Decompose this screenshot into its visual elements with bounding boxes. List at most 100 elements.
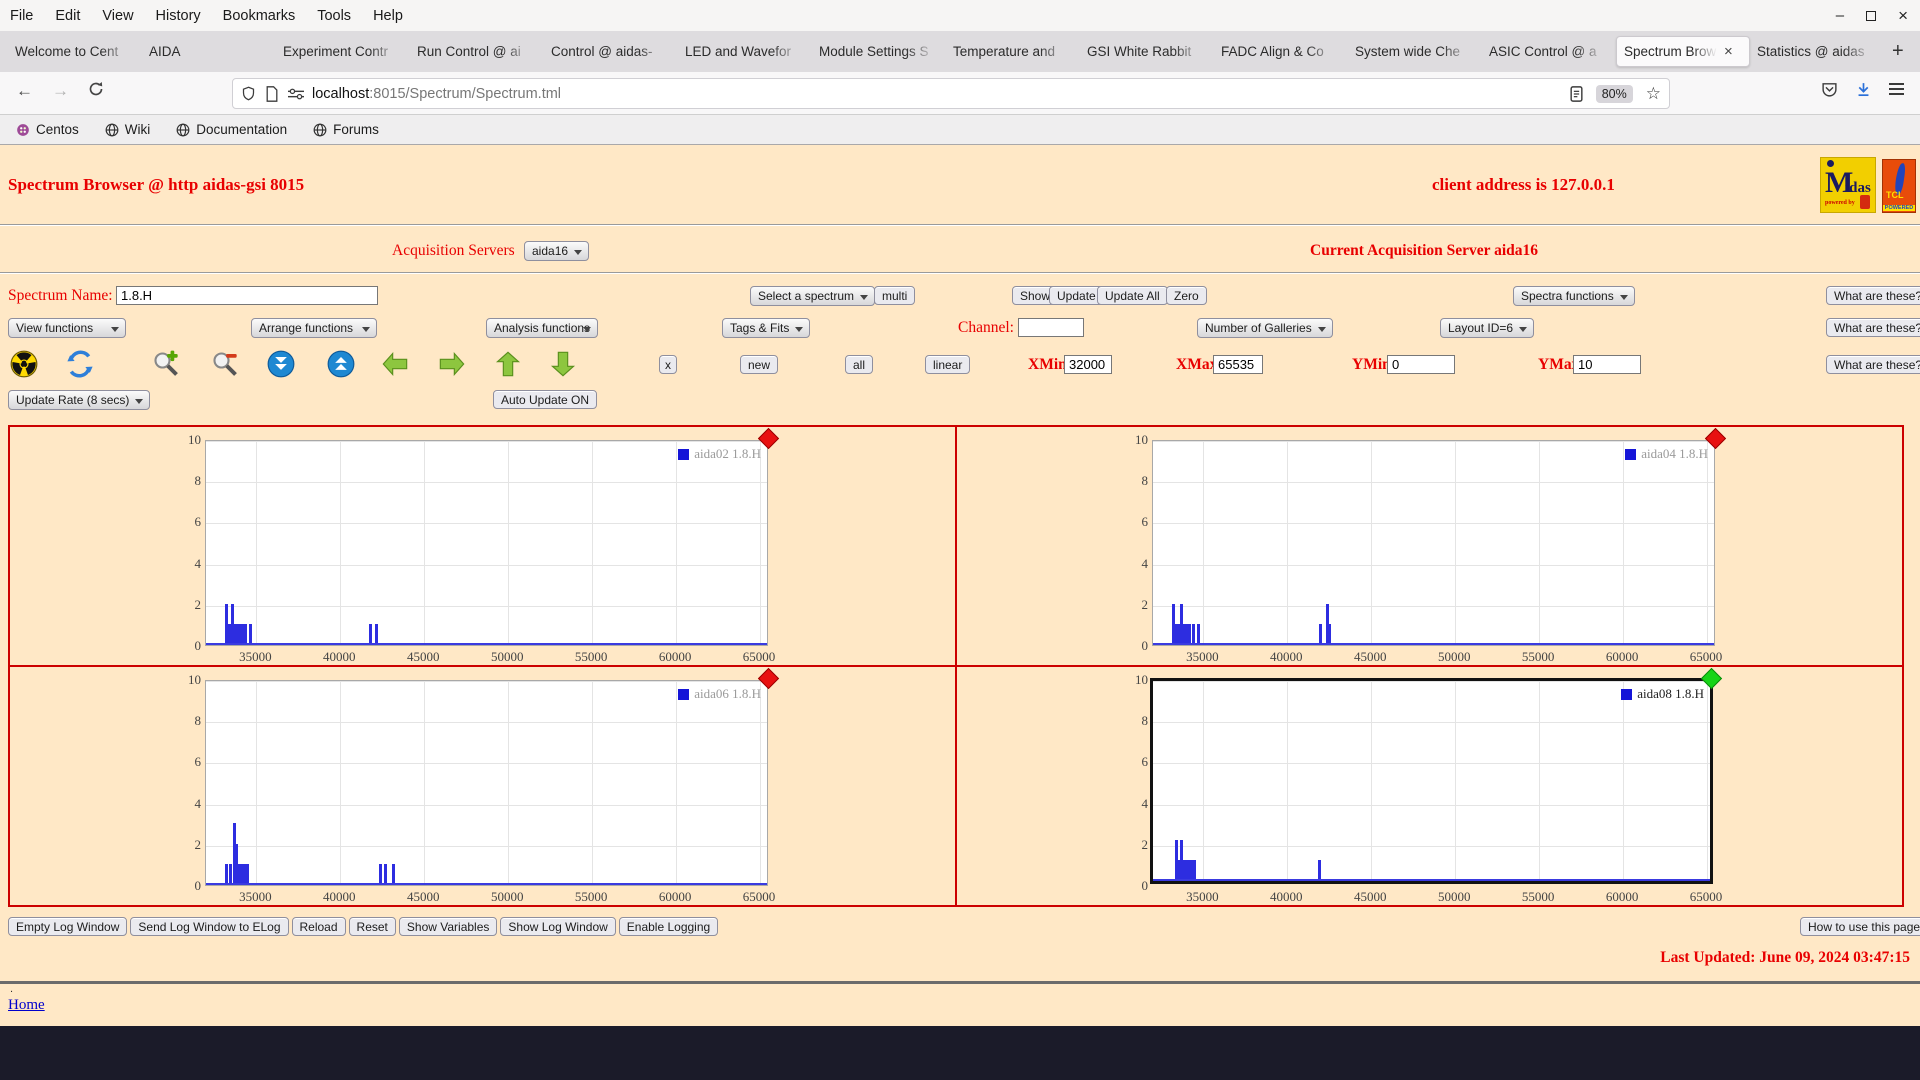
what-are-these-button[interactable]: What are these? xyxy=(1826,286,1920,305)
radiation-icon[interactable] xyxy=(10,350,38,378)
x-button[interactable]: x xyxy=(659,355,677,374)
menu-tools[interactable]: Tools xyxy=(317,7,352,24)
ymax-input[interactable] xyxy=(1573,355,1641,374)
zoom-out-icon[interactable] xyxy=(211,350,239,378)
pocket-icon[interactable] xyxy=(1821,81,1838,98)
tab-asic-control-a[interactable]: ASIC Control @ a xyxy=(1482,36,1616,67)
zoom-level-badge[interactable]: 80% xyxy=(1595,84,1633,103)
what-are-these-button[interactable]: What are these? xyxy=(1826,318,1920,337)
update-button[interactable]: Update xyxy=(1049,286,1104,305)
arrow-up-icon[interactable] xyxy=(494,350,522,378)
new-button[interactable]: new xyxy=(740,355,779,374)
tab-fadc-align-co[interactable]: FADC Align & Co xyxy=(1214,36,1348,67)
scroll-down-icon[interactable] xyxy=(267,350,295,378)
tab-system-wide-che[interactable]: System wide Che xyxy=(1348,36,1482,67)
reset-button[interactable]: Reset xyxy=(348,917,396,936)
enable-logging-button[interactable]: Enable Logging xyxy=(618,917,719,936)
download-icon[interactable] xyxy=(1855,81,1872,98)
update-rate-dropdown[interactable]: Update Rate (8 secs) xyxy=(8,390,151,410)
linear-button[interactable]: linear xyxy=(925,355,971,374)
tab-aida[interactable]: AIDA xyxy=(142,36,276,67)
xmin-input[interactable] xyxy=(1064,355,1112,374)
url-bar[interactable]: localhost:8015/Spectrum/Spectrum.tml 80%… xyxy=(232,78,1670,109)
reader-view-icon[interactable] xyxy=(1570,85,1583,102)
spectrum-panel-aida08[interactable]: 35000 40000 45000 50000 55000 60000 65000 0 2 4 6 8… xyxy=(956,666,1903,906)
multi-button[interactable]: multi xyxy=(874,286,916,305)
zoom-in-icon[interactable] xyxy=(152,350,180,378)
what-are-these-button[interactable]: What are these? xyxy=(1826,355,1920,374)
tab-led-and-wavefor[interactable]: LED and Wavefor xyxy=(678,36,812,67)
menu-help[interactable]: Help xyxy=(373,7,403,24)
send-log-window-to-elog-button[interactable]: Send Log Window to ELog xyxy=(130,917,289,936)
arrow-down-icon[interactable] xyxy=(549,350,577,378)
channel-input[interactable] xyxy=(1018,318,1084,337)
how-to-use-button[interactable]: How to use this page xyxy=(1800,917,1920,936)
tab-control-aidas-[interactable]: Control @ aidas- xyxy=(544,36,678,67)
zero-button[interactable]: Zero xyxy=(1166,286,1207,305)
tab-gsi-white-rabbit[interactable]: GSI White Rabbit xyxy=(1080,36,1214,67)
show-button[interactable]: Show xyxy=(1012,286,1059,305)
maximize-button-icon[interactable] xyxy=(1866,10,1877,21)
spectrum-panel-aida04[interactable]: 35000 40000 45000 50000 55000 60000 65000 0 2 4 6 8… xyxy=(956,426,1903,666)
close-button-icon[interactable]: × xyxy=(1898,5,1908,25)
empty-log-window-button[interactable]: Empty Log Window xyxy=(8,917,128,936)
menu-bookmarks[interactable]: Bookmarks xyxy=(222,7,296,24)
auto-update-button[interactable]: Auto Update ON xyxy=(493,390,598,409)
spectrum-plot-aida08[interactable]: aida08 1.8.H xyxy=(1150,667,1723,884)
tab-module-settings-s[interactable]: Module Settings S xyxy=(812,36,946,67)
spectrum-name-input[interactable] xyxy=(116,286,378,305)
bookmark-wiki[interactable]: Wiki xyxy=(105,122,150,137)
ymin-input[interactable] xyxy=(1387,355,1455,374)
reload-icon[interactable] xyxy=(88,81,104,102)
number-of-galleries-dropdown[interactable]: Number of Galleries xyxy=(1197,318,1333,338)
minimize-button-icon[interactable]: – xyxy=(1835,7,1845,24)
bookmark-forums[interactable]: Forums xyxy=(313,122,379,137)
acquisition-server-select[interactable]: aida16 xyxy=(524,241,590,261)
url-text[interactable]: localhost:8015/Spectrum/Spectrum.tml xyxy=(312,86,561,102)
tags-fits-dropdown[interactable]: Tags & Fits xyxy=(722,318,811,338)
forward-icon[interactable]: → xyxy=(52,81,69,100)
arrange-functions-dropdown[interactable]: Arrange functions xyxy=(251,318,377,338)
tab-statistics-aidas[interactable]: Statistics @ aidas xyxy=(1750,36,1884,67)
bookmark-documentation[interactable]: Documentation xyxy=(176,122,287,137)
spectrum-panel-aida02[interactable]: 35000 40000 45000 50000 55000 60000 65000 0 2 4 6 8… xyxy=(9,426,956,666)
all-button[interactable]: all xyxy=(845,355,874,374)
tab-experiment-contr[interactable]: Experiment Contr xyxy=(276,36,410,67)
refresh-icon[interactable] xyxy=(66,350,94,378)
home-link[interactable]: Home xyxy=(8,997,45,1013)
bookmark-star-icon[interactable]: ☆ xyxy=(1645,83,1661,103)
spectrum-plot-aida04[interactable]: aida04 1.8.H xyxy=(1152,427,1727,646)
xmax-input[interactable] xyxy=(1213,355,1263,374)
app-menu-icon[interactable] xyxy=(1889,80,1904,98)
analysis-functions-dropdown[interactable]: Analysis functions xyxy=(486,318,598,338)
back-icon[interactable]: ← xyxy=(16,81,33,100)
tab-run-control-ai[interactable]: Run Control @ ai xyxy=(410,36,544,67)
menu-history[interactable]: History xyxy=(155,7,201,24)
arrow-left-icon[interactable] xyxy=(381,350,409,378)
view-functions-dropdown[interactable]: View functions xyxy=(8,318,126,338)
tab-spectrum-brow[interactable]: Spectrum Brow × xyxy=(1616,36,1750,67)
bookmark-centos[interactable]: Centos xyxy=(16,122,79,137)
spectra-functions-dropdown[interactable]: Spectra functions xyxy=(1513,286,1635,306)
menu-file[interactable]: File xyxy=(10,7,34,24)
menu-edit[interactable]: Edit xyxy=(55,7,81,24)
show-variables-button[interactable]: Show Variables xyxy=(398,917,498,936)
arrow-right-icon[interactable] xyxy=(438,350,466,378)
spectrum-plot-aida06[interactable]: aida06 1.8.H xyxy=(205,667,780,886)
permissions-icon[interactable] xyxy=(288,88,304,100)
tab-welcome-to-cent[interactable]: Welcome to Cent xyxy=(8,36,142,67)
scroll-up-icon[interactable] xyxy=(327,350,355,378)
page-info-icon[interactable] xyxy=(265,85,279,102)
tab-close-icon[interactable]: × xyxy=(1724,43,1733,60)
show-log-window-button[interactable]: Show Log Window xyxy=(500,917,616,936)
spectrum-plot-aida02[interactable]: aida02 1.8.H xyxy=(205,427,780,646)
shield-icon[interactable] xyxy=(241,85,256,102)
menu-view[interactable]: View xyxy=(102,7,134,24)
select-spectrum-dropdown[interactable]: Select a spectrum xyxy=(750,286,876,306)
reload-button[interactable]: Reload xyxy=(291,917,346,936)
tab-temperature-and[interactable]: Temperature and xyxy=(946,36,1080,67)
new-tab-button[interactable]: + xyxy=(1892,40,1904,62)
layout-id-dropdown[interactable]: Layout ID=6 xyxy=(1440,318,1535,338)
spectrum-panel-aida06[interactable]: 35000 40000 45000 50000 55000 60000 65000 0 2 4 6 8… xyxy=(9,666,956,906)
update-all-button[interactable]: Update All xyxy=(1097,286,1168,305)
